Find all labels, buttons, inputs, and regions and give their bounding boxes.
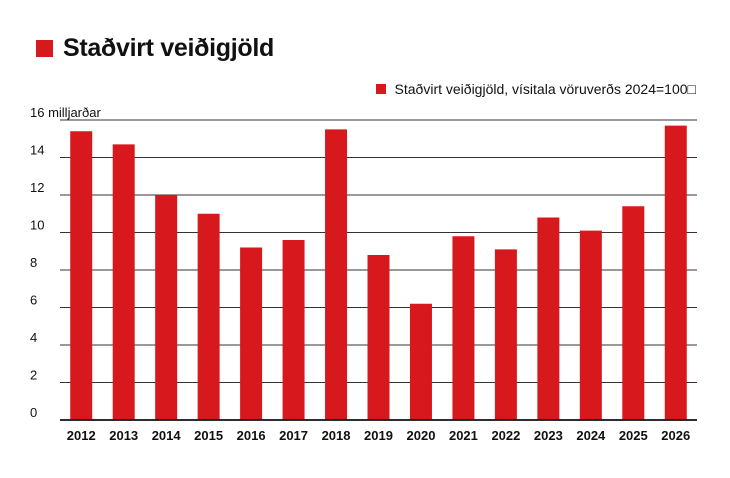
y-tick-label: 8 (30, 255, 37, 270)
bar (155, 195, 178, 420)
x-tick-label: 2022 (491, 428, 520, 443)
chart-title-row: Staðvirt veiðigjöld (36, 34, 274, 63)
y-tick-label: 10 (30, 218, 44, 233)
y-tick-label: 16 milljarðar (30, 105, 101, 120)
bar (622, 206, 645, 420)
bar (367, 255, 390, 420)
legend: Staðvirt veiðigjöld, vísitala vöruverðs … (375, 81, 696, 97)
x-tick-label: 2026 (661, 428, 690, 443)
bar (579, 230, 602, 420)
bar (494, 249, 517, 420)
x-tick-label: 2016 (237, 428, 266, 443)
x-tick-label: 2024 (576, 428, 606, 443)
y-tick-label: 4 (30, 330, 37, 345)
legend-swatch (375, 84, 386, 94)
bar (325, 129, 348, 420)
y-tick-label: 12 (30, 180, 44, 195)
x-tick-label: 2015 (194, 428, 223, 443)
bar (664, 125, 687, 420)
bar (409, 303, 432, 420)
x-tick-label: 2017 (279, 428, 308, 443)
y-tick-label: 0 (30, 405, 37, 420)
x-tick-label: 2020 (407, 428, 436, 443)
x-tick-label: 2012 (67, 428, 96, 443)
bar (282, 240, 305, 420)
legend-label: Staðvirt veiðigjöld, vísitala vöruverðs … (394, 81, 696, 97)
x-tick-label: 2018 (322, 428, 351, 443)
x-tick-label: 2023 (534, 428, 563, 443)
x-tick-label: 2019 (364, 428, 393, 443)
chart-title: Staðvirt veiðigjöld (63, 34, 274, 62)
bar (452, 236, 475, 420)
y-tick-label: 14 (30, 143, 44, 158)
bar (112, 144, 135, 420)
x-tick-label: 2025 (619, 428, 648, 443)
y-tick-label: 6 (30, 293, 37, 308)
x-tick-label: 2021 (449, 428, 478, 443)
bar (240, 247, 263, 420)
bar (197, 213, 220, 420)
bar (537, 217, 560, 420)
bar (70, 131, 93, 420)
x-tick-label: 2013 (109, 428, 138, 443)
x-tick-label: 2014 (152, 428, 182, 443)
title-marker-square (36, 40, 53, 57)
y-tick-label: 2 (30, 368, 37, 383)
